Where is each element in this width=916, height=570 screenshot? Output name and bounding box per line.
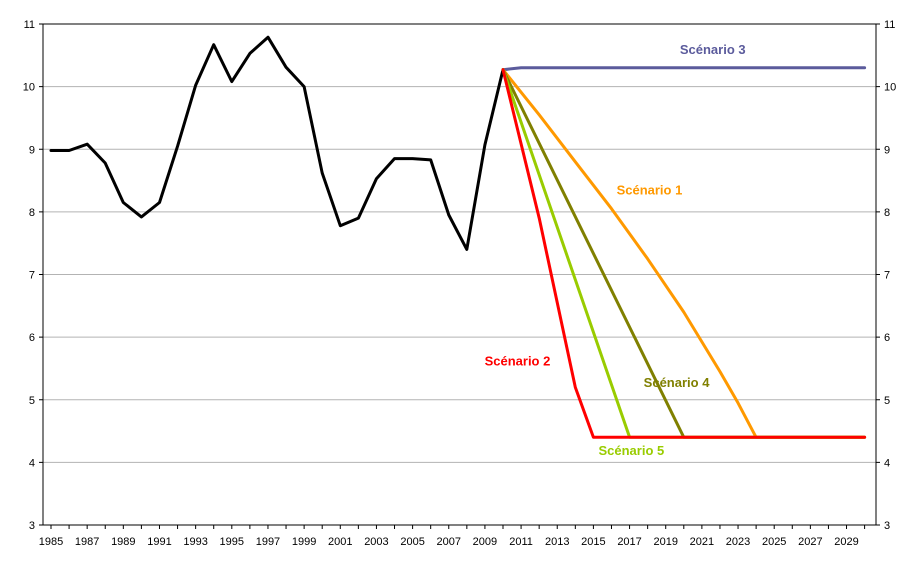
x-tick-label: 2009: [473, 536, 497, 548]
y-tick-label-right: 5: [884, 395, 890, 407]
labels: Scénario 3 Scénario 1 Scénario 2 Scénario 4…: [485, 42, 746, 458]
annotation-label: Scénario 4: [644, 375, 711, 390]
x-tick-label: 2027: [798, 536, 822, 548]
y-tick-label-left: 6: [29, 332, 35, 344]
annotation-label: Scénario 5: [598, 443, 664, 458]
x-tick-label: 1997: [256, 536, 280, 548]
x-tick-label: 2017: [617, 536, 641, 548]
y-tick-label-left: 10: [23, 82, 35, 94]
series-line-historical: [49, 35, 505, 251]
y-tick-label-right: 7: [884, 270, 890, 282]
y-tick-label-left: 11: [24, 19, 35, 31]
x-tick-label: 2011: [509, 536, 533, 548]
x-tick-label: 2007: [437, 536, 461, 548]
series-line-sc-nario-2: [501, 68, 867, 439]
y-tick-label-right: 6: [884, 332, 890, 344]
x-tick-label: 1987: [75, 536, 99, 548]
y-tick-label-right: 4: [884, 457, 890, 469]
annotation-label: Scénario 1: [617, 182, 683, 197]
y-tick-label-right: 8: [884, 207, 890, 219]
x-tick-label: 2025: [762, 536, 786, 548]
series-line-sc-nario-1: [501, 68, 867, 439]
x-tick-label: 1989: [111, 536, 135, 548]
y-tick-label-left: 4: [29, 457, 35, 469]
x-tick-label: 2015: [581, 536, 605, 548]
series-lines: [49, 35, 867, 439]
x-tick-label: 1999: [292, 536, 316, 548]
y-tick-label-left: 3: [29, 520, 35, 532]
x-tick-label: 2029: [834, 536, 858, 548]
x-tick-label: 2005: [400, 536, 424, 548]
y-tick-label-right: 9: [884, 144, 890, 156]
x-tick-label: 2019: [653, 536, 677, 548]
annotation-label: Scénario 3: [680, 42, 746, 57]
x-tick-label: 2013: [545, 536, 569, 548]
x-tick-label: 2003: [364, 536, 388, 548]
series-line-sc-nario-3: [501, 66, 867, 72]
y-tick-label-right: 10: [884, 82, 896, 94]
x-tick-label: 1993: [183, 536, 207, 548]
x-tick-label: 2021: [690, 536, 714, 548]
x-tick-label: 2001: [328, 536, 352, 548]
y-tick-label-right: 3: [884, 520, 890, 532]
y-tick-label-left: 9: [29, 144, 35, 156]
x-tick-label: 1991: [147, 536, 171, 548]
y-tick-label-left: 7: [29, 270, 35, 282]
y-tick-label-left: 8: [29, 207, 35, 219]
axes: 3 3 4 4 5 5 6 6 7 7 8 8 9 9 10 10 11 11 1985 1987 1989 1991 19…: [23, 19, 897, 548]
x-tick-label: 1995: [220, 536, 244, 548]
y-tick-label-right: 11: [884, 19, 895, 31]
x-tick-label: 2023: [726, 536, 750, 548]
x-tick-label: 1985: [39, 536, 63, 548]
gridlines: [43, 86, 876, 463]
annotation-label: Scénario 2: [485, 353, 551, 368]
y-tick-label-left: 5: [29, 395, 35, 407]
